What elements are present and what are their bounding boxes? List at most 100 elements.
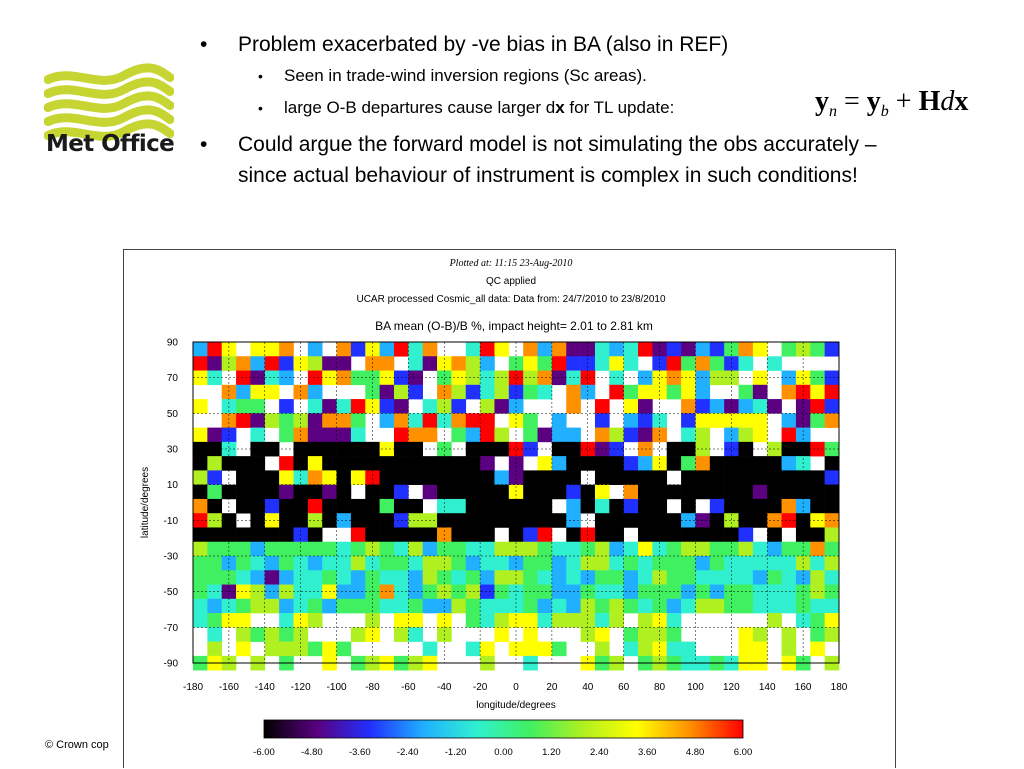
heatmap-cell [767, 598, 782, 614]
heatmap-cell [695, 427, 711, 443]
heatmap-cell [264, 556, 280, 571]
heatmap-cell [609, 541, 624, 557]
heatmap-cell [480, 556, 495, 571]
heatmap-cell [609, 598, 624, 614]
heatmap-cell [207, 484, 223, 500]
heatmap-cell [207, 498, 223, 514]
heatmap-cell [494, 384, 510, 400]
heatmap-cell [767, 399, 782, 414]
x-tick-label: 100 [687, 682, 704, 693]
heatmap-cell [408, 498, 423, 514]
heatmap-cell [350, 456, 366, 471]
heatmap-cell [824, 342, 840, 357]
heatmap-cell [738, 641, 754, 657]
heatmap-cell [193, 441, 208, 457]
heatmap-cell [322, 413, 337, 428]
heatmap-cell [551, 641, 567, 657]
logo-wave [44, 63, 174, 85]
heatmap-cell [365, 384, 380, 400]
heatmap-cell [724, 441, 739, 457]
heatmap-cell [451, 527, 467, 543]
heatmap-cell [293, 413, 309, 428]
heatmap-cell [738, 541, 754, 557]
heatmap-cell [365, 470, 380, 485]
heatmap-cell [738, 598, 754, 614]
heatmap-cell [465, 342, 481, 357]
heatmap-cell [810, 399, 825, 414]
colorbar-tick-label: -6.00 [253, 747, 275, 758]
heatmap-cell [537, 570, 553, 585]
heatmap-cell [236, 370, 251, 386]
heatmap-cell [193, 527, 208, 543]
heatmap-cell [307, 584, 323, 600]
heatmap-cell [623, 356, 639, 371]
heatmap-cell [709, 470, 725, 485]
heatmap-cell [336, 570, 352, 585]
heatmap-cell [609, 370, 624, 386]
heatmap-cell [221, 541, 237, 557]
heatmap-cell [709, 484, 725, 500]
heatmap-cell [752, 413, 768, 428]
heatmap-cell [537, 384, 553, 400]
heatmap-cell [236, 541, 251, 557]
colorbar-tick-label: 4.80 [686, 747, 705, 758]
heatmap-cell [408, 570, 423, 585]
heatmap-cell [681, 342, 696, 357]
heatmap-cell [494, 399, 510, 414]
colorbar-tick-label: -3.60 [349, 747, 371, 758]
heatmap-cell [480, 641, 495, 657]
chart-header-line: UCAR processed Cosmic_all data: Data fro… [356, 294, 665, 305]
heatmap-cell [336, 556, 352, 571]
heatmap-cell [322, 541, 337, 557]
heatmap-cell [767, 356, 782, 371]
heatmap-cell [250, 484, 266, 500]
heatmap-cell [810, 613, 825, 628]
heatmap-cell [279, 456, 294, 471]
heatmap-cell [508, 470, 524, 485]
heatmap-cell [623, 570, 639, 585]
heatmap-cell [767, 527, 782, 543]
heatmap-cell [451, 384, 467, 400]
heatmap-cell [508, 570, 524, 585]
heatmap-cell [781, 598, 797, 614]
heatmap-cell [451, 570, 467, 585]
x-tick-label: -60 [401, 682, 416, 693]
heatmap-cell [494, 627, 510, 642]
heatmap-cell [264, 641, 280, 657]
heatmap-cell [551, 342, 567, 357]
heatmap-cell [781, 470, 797, 485]
heatmap-cell [307, 598, 323, 614]
heatmap-cell [408, 384, 423, 400]
heatmap-cell [824, 556, 840, 571]
heatmap-cell [279, 399, 294, 414]
heatmap-cell [795, 513, 811, 528]
heatmap-cell [307, 570, 323, 585]
colorbar-tick-label: 2.40 [590, 747, 609, 758]
heatmap-cell [480, 484, 495, 500]
heatmap-cell [480, 527, 495, 543]
heatmap-cell [580, 370, 596, 386]
x-tick-label: 120 [723, 682, 740, 693]
heatmap-cell [695, 484, 711, 500]
heatmap-cell [480, 498, 495, 514]
heatmap-cell [494, 556, 510, 571]
bullet-marker: • [258, 100, 263, 116]
heatmap-cell [781, 570, 797, 585]
heatmap-cell [193, 470, 208, 485]
heatmap-cell [767, 498, 782, 514]
heatmap-cell [623, 598, 639, 614]
heatmap-cell [824, 413, 840, 428]
heatmap-cell [738, 427, 754, 443]
heatmap-cell [810, 342, 825, 357]
heatmap-cell [307, 456, 323, 471]
heatmap-cell [738, 556, 754, 571]
heatmap-cell [350, 413, 366, 428]
heatmap-cell [523, 556, 538, 571]
copyright-footer: © Crown cop [45, 739, 109, 751]
heatmap-cell [580, 570, 596, 585]
heatmap-cell [236, 399, 251, 414]
heatmap-cell [566, 541, 581, 557]
heatmap-cell [551, 541, 567, 557]
heatmap-cell [221, 613, 237, 628]
heatmap-cell [638, 627, 653, 642]
